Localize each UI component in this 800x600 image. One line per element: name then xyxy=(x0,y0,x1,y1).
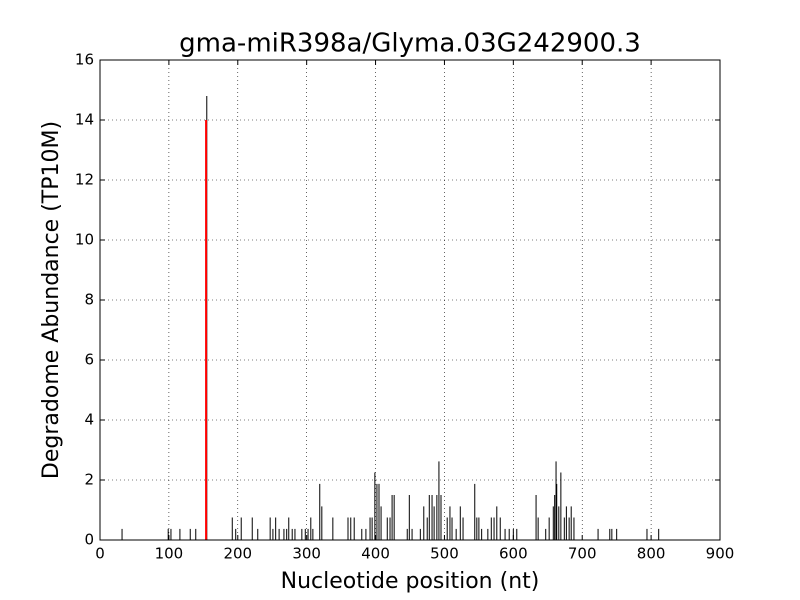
y-tick-label: 10 xyxy=(75,231,94,249)
x-axis-label: Nucleotide position (nt) xyxy=(281,569,540,594)
y-axis-label: Degradome Abundance (TP10M) xyxy=(39,121,64,479)
y-tick-label: 4 xyxy=(84,411,94,429)
x-tick-label: 900 xyxy=(706,545,735,563)
y-tick-label: 8 xyxy=(84,291,94,309)
y-tick-label: 12 xyxy=(75,171,94,189)
x-tick-label: 400 xyxy=(361,545,390,563)
x-tick-label: 200 xyxy=(223,545,252,563)
chart-title: gma-miR398a/Glyma.03G242900.3 xyxy=(179,29,641,59)
x-tick-label: 300 xyxy=(292,545,321,563)
x-tick-label: 0 xyxy=(95,545,105,563)
y-tick-label: 0 xyxy=(84,531,94,549)
x-tick-label: 100 xyxy=(155,545,184,563)
plot-frame xyxy=(99,59,721,541)
x-tick-label: 600 xyxy=(499,545,528,563)
x-tick-label: 500 xyxy=(430,545,459,563)
y-tick-label: 16 xyxy=(75,51,94,69)
y-tick-label: 14 xyxy=(75,111,94,129)
y-tick-label: 2 xyxy=(84,471,94,489)
y-tick-label: 6 xyxy=(84,351,94,369)
x-tick-label: 800 xyxy=(637,545,666,563)
x-tick-label: 700 xyxy=(568,545,597,563)
